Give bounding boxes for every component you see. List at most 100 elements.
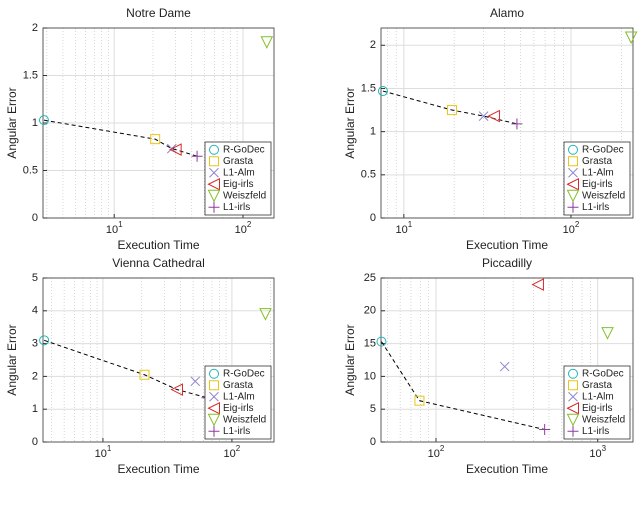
y-tick-label: 3 [32,338,38,350]
y-tick-label: 0 [370,436,376,448]
x-axis-label: Execution Time [466,238,548,252]
legend-label: Eig-irls [223,179,254,190]
x-tick-label: 102 [235,220,252,236]
y-tick-label: 4 [32,305,38,317]
y-axis-label: Angular Error [5,87,19,158]
legend-label: Eig-irls [223,403,254,414]
chart-title: Piccadilly [482,256,532,270]
legend-marker [207,189,221,203]
legend-label: R-GoDec [223,368,265,379]
axes-box [42,27,275,219]
y-tick-label: 0 [32,212,38,224]
legend-label: Eig-irls [582,403,613,414]
marker [260,36,274,49]
marker [38,115,49,126]
marker [414,395,425,406]
y-tick-label: 2 [32,22,38,34]
legend-label: L1-Alm [582,167,614,178]
legend-marker [568,167,578,178]
legend-marker [209,144,219,155]
y-tick-label: 0.5 [361,169,376,181]
marker [499,361,510,372]
axes-box [380,277,634,443]
y-tick-label: 0.5 [23,164,38,176]
legend-label: Weiszfeld [582,190,625,201]
legend-marker [567,425,579,437]
x-tick-label: 103 [589,444,606,460]
marker [139,369,150,380]
y-tick-label: 1 [32,403,38,415]
y-tick-label: 15 [364,338,376,350]
y-axis-label: Angular Error [343,87,357,158]
legend-label: Weiszfeld [223,190,266,201]
legend-label: Grasta [582,380,612,391]
legend-marker [207,413,221,427]
marker [170,383,183,396]
front-line [381,341,545,431]
legend-label: R-GoDec [223,144,265,155]
y-tick-label: 20 [364,305,376,317]
legend-label: L1-Alm [223,167,255,178]
legend-marker [208,201,220,213]
marker [376,336,387,347]
marker [190,376,201,387]
x-tick-label: 101 [95,444,112,460]
legend-marker [568,156,578,167]
x-tick-label: 101 [395,220,412,236]
legend-marker [207,401,220,415]
legend-marker [209,391,219,402]
y-tick-label: 1 [32,117,38,129]
y-tick-label: 2 [32,370,38,382]
legend-marker [568,391,578,402]
x-axis-label: Execution Time [117,238,199,252]
x-tick-label: 101 [106,220,123,236]
x-tick-label: 102 [224,444,241,460]
x-axis-label: Execution Time [466,462,548,476]
marker [150,134,161,145]
marker [169,143,182,156]
legend-marker [566,413,580,427]
marker [259,308,272,321]
legend-label: L1-irls [223,426,250,437]
chart-title: Alamo [490,6,524,20]
legend-marker [209,368,219,379]
legend-marker [568,368,578,379]
marker [191,150,203,162]
marker [487,109,500,123]
y-tick-label: 1.5 [361,82,376,94]
legend-marker [567,201,579,213]
legend-marker [566,189,580,203]
y-tick-label: 10 [364,370,376,382]
legend-marker [566,401,579,415]
legend-marker [207,177,220,191]
y-tick-label: 2 [370,39,376,51]
marker [601,327,614,340]
marker [478,111,489,121]
marker [446,105,457,116]
chart-title: Vienna Cathedral [112,256,205,270]
legend-label: L1-irls [582,426,609,437]
legend-label: Weiszfeld [223,414,266,425]
y-tick-label: 5 [370,403,376,415]
y-tick-label: 25 [364,272,376,284]
legend-marker [568,380,578,391]
y-tick-label: 0 [32,436,38,448]
front-line [382,90,518,125]
marker [531,278,544,291]
y-tick-label: 0 [370,212,376,224]
legend-label: R-GoDec [582,368,624,379]
y-tick-label: 1.5 [23,69,38,81]
legend-label: Grasta [582,156,612,167]
front-line [43,339,208,399]
legend-label: L1-irls [582,202,609,213]
y-tick-label: 5 [32,272,38,284]
legend-label: Grasta [223,156,253,167]
legend-label: Weiszfeld [582,414,625,425]
legend-marker [208,425,220,437]
marker [377,86,388,97]
legend-marker [568,144,578,155]
legend-marker [209,156,219,167]
x-axis-label: Execution Time [117,462,199,476]
legend-label: Eig-irls [582,179,613,190]
